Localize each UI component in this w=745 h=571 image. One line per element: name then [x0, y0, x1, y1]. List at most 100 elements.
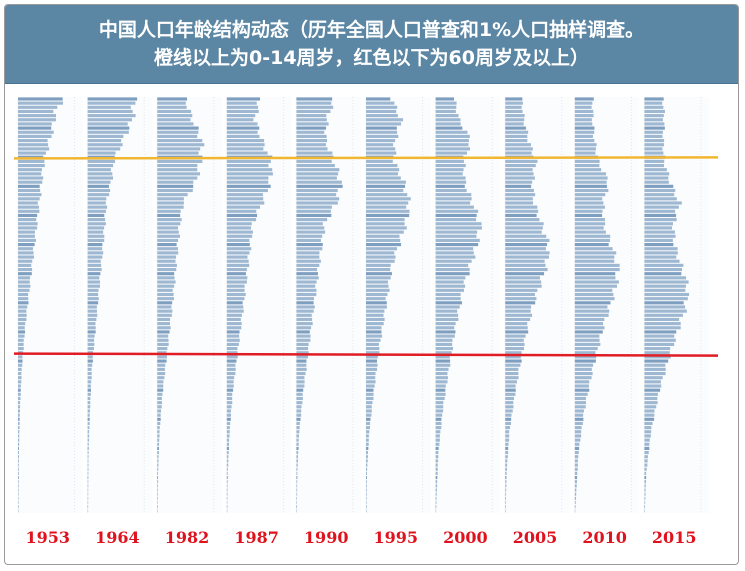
age-bar	[18, 230, 35, 234]
age-bar	[505, 159, 538, 163]
age-bar	[157, 109, 192, 114]
age-bar	[644, 280, 689, 284]
age-bar	[366, 280, 388, 284]
age-bar	[366, 347, 380, 351]
age-bar	[505, 313, 533, 317]
panel-2015: 2015	[643, 97, 709, 547]
age-bar	[296, 197, 340, 201]
age-bar	[505, 347, 524, 351]
age-bar	[644, 284, 686, 288]
age-bar	[296, 459, 298, 463]
age-bar	[296, 276, 319, 280]
age-bar	[366, 405, 372, 409]
age-bar	[18, 459, 19, 463]
age-bar	[574, 409, 584, 413]
age-bar	[18, 184, 40, 188]
age-bar	[644, 313, 683, 317]
age-bar	[87, 205, 108, 209]
age-bar	[18, 421, 20, 426]
age-bar	[435, 326, 455, 330]
age-bar	[435, 126, 463, 130]
age-bar	[435, 342, 453, 346]
age-bar	[87, 446, 89, 450]
age-bar	[574, 438, 581, 442]
age-bar	[435, 446, 439, 450]
age-bar	[18, 401, 21, 405]
age-bar	[366, 251, 395, 255]
age-bar	[505, 139, 528, 143]
age-bar	[226, 130, 258, 134]
age-bar	[157, 263, 177, 267]
age-bar	[435, 405, 444, 409]
age-bar	[226, 222, 252, 226]
age-bar	[574, 280, 619, 284]
age-bar	[226, 97, 260, 101]
age-bar	[505, 234, 547, 238]
age-bar	[366, 284, 389, 288]
age-bar	[157, 484, 158, 488]
age-bar	[574, 492, 577, 496]
age-bar	[644, 188, 676, 193]
age-bar	[157, 446, 160, 450]
age-bar	[226, 209, 257, 213]
age-bar	[87, 201, 106, 205]
age-bar	[574, 234, 611, 238]
age-bar	[87, 338, 95, 342]
age-bar	[18, 446, 19, 450]
age-bar	[644, 467, 647, 471]
age-bar	[18, 134, 52, 138]
age-bar	[296, 247, 323, 251]
age-bar	[18, 505, 19, 509]
age-bar	[226, 401, 233, 405]
age-bar	[435, 255, 476, 259]
age-bar	[87, 409, 90, 413]
age-bar	[18, 168, 42, 172]
year-label-1987: 1987	[234, 528, 279, 547]
age-bar	[157, 455, 159, 459]
age-bar	[226, 101, 257, 105]
age-bar	[18, 151, 46, 155]
age-bar	[18, 122, 52, 126]
age-bar	[226, 147, 264, 151]
age-bar	[18, 109, 54, 114]
age-bar	[18, 471, 19, 475]
age-bar	[574, 338, 600, 342]
age-bar	[574, 218, 606, 222]
age-bar	[435, 305, 460, 309]
age-bar	[226, 500, 228, 505]
age-bar	[296, 426, 300, 430]
age-bar	[18, 496, 19, 500]
age-bar	[366, 488, 367, 492]
age-bar	[366, 297, 386, 301]
age-bar	[366, 205, 407, 209]
age-bar	[644, 197, 677, 201]
age-bar	[644, 463, 648, 467]
age-bar	[644, 180, 669, 184]
age-bar	[366, 384, 375, 388]
age-bar	[296, 401, 303, 405]
red-boundary-line	[13, 352, 719, 357]
age-bar	[226, 197, 264, 201]
age-bar	[366, 471, 367, 475]
age-bar	[574, 446, 580, 450]
age-bar	[18, 338, 24, 342]
age-bar	[226, 388, 234, 392]
age-bar	[87, 455, 89, 459]
age-bar	[157, 267, 177, 272]
age-bar	[18, 388, 21, 392]
age-bar	[226, 305, 244, 309]
age-bar	[435, 475, 438, 480]
age-bar	[226, 459, 229, 463]
age-bar	[435, 159, 464, 163]
age-bar	[226, 176, 269, 180]
age-bar	[226, 467, 228, 471]
age-bar	[18, 342, 24, 346]
age-bar	[435, 496, 437, 500]
age-bar	[644, 184, 674, 188]
age-bar	[366, 313, 384, 317]
age-bar	[574, 122, 593, 126]
age-bar	[157, 139, 203, 143]
age-bar	[18, 226, 38, 230]
age-bar	[366, 409, 372, 413]
age-bar	[574, 151, 596, 155]
